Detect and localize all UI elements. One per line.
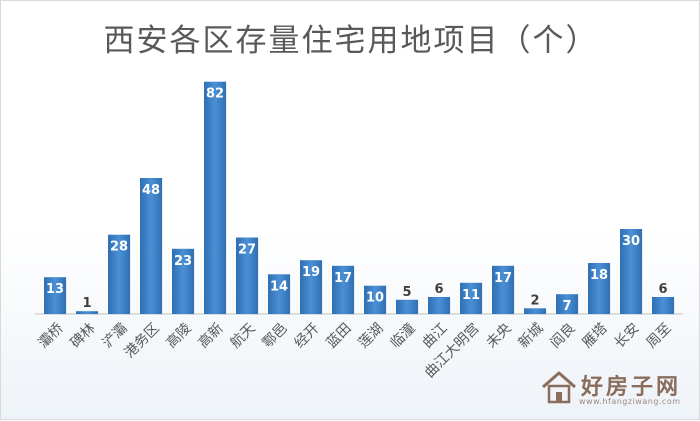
data-label-16: 7 <box>562 299 571 314</box>
bar-5 <box>204 81 227 314</box>
data-label-9: 17 <box>334 271 352 286</box>
bar-17 <box>588 263 611 314</box>
x-tick-label-4: 高陵 <box>163 320 195 352</box>
x-tick-label-11: 临潼 <box>387 320 419 352</box>
data-label-5: 82 <box>206 87 224 102</box>
bar-1 <box>76 311 99 314</box>
x-tick-label-9: 蓝田 <box>324 320 355 351</box>
data-label-17: 18 <box>590 268 608 283</box>
watermark-text: 好房子网 <box>581 374 682 400</box>
x-tick-label-6: 航天 <box>228 320 259 351</box>
data-label-13: 11 <box>462 288 480 303</box>
bar-4 <box>172 248 195 314</box>
x-tick-label-7: 鄠邑 <box>260 320 291 351</box>
bar-10 <box>364 285 387 314</box>
data-label-15: 2 <box>530 293 539 308</box>
data-label-18: 30 <box>622 234 640 249</box>
data-label-7: 14 <box>270 279 288 294</box>
bar-14 <box>492 265 515 314</box>
bar-15 <box>524 308 547 314</box>
chart-title: 西安各区存量住宅用地项目（个） <box>103 23 599 59</box>
bar-0 <box>44 277 67 314</box>
data-label-12: 6 <box>434 282 443 297</box>
bar-9 <box>332 265 355 314</box>
data-label-3: 48 <box>142 183 160 198</box>
x-tick-label-14: 未央 <box>484 320 515 351</box>
bar-13 <box>460 282 483 314</box>
data-label-10: 10 <box>366 291 384 306</box>
x-tick-label-8: 经开 <box>292 320 323 351</box>
data-label-11: 5 <box>402 285 411 300</box>
data-label-6: 27 <box>238 243 256 258</box>
data-label-14: 17 <box>494 271 512 286</box>
x-tick-label-10: 莲湖 <box>356 320 387 351</box>
bar-19 <box>652 297 675 314</box>
bar-2 <box>108 234 131 314</box>
x-tick-label-18: 长安 <box>612 320 643 351</box>
x-tick-label-5: 高新 <box>195 320 227 352</box>
data-label-4: 23 <box>174 254 192 269</box>
bar-18 <box>620 229 643 314</box>
x-tick-label-16: 阎良 <box>548 320 579 351</box>
x-tick-label-15: 新城 <box>516 320 547 351</box>
house-icon <box>542 371 576 404</box>
x-tick-label-1: 碑林 <box>68 320 99 351</box>
watermark-url: www.hfangziwang.com <box>579 397 681 406</box>
data-label-2: 28 <box>110 240 128 255</box>
x-tick-label-17: 雁塔 <box>580 320 611 351</box>
data-label-1: 1 <box>82 296 91 311</box>
data-label-8: 19 <box>302 265 320 280</box>
x-tick-label-19: 周至 <box>644 320 675 351</box>
bar-16 <box>556 294 579 314</box>
watermark-logo: 好房子网 www.hfangziwang.com <box>539 367 689 411</box>
x-tick-label-3: 港务区 <box>122 320 163 361</box>
data-label-19: 6 <box>658 282 667 297</box>
bar-3 <box>140 178 163 314</box>
x-tick-label-0: 灞桥 <box>36 320 67 351</box>
bar-6 <box>236 237 259 314</box>
bar-8 <box>300 260 323 314</box>
bar-12 <box>428 297 451 314</box>
bar-11 <box>396 299 419 314</box>
data-label-0: 13 <box>46 282 64 297</box>
bar-7 <box>268 274 291 314</box>
